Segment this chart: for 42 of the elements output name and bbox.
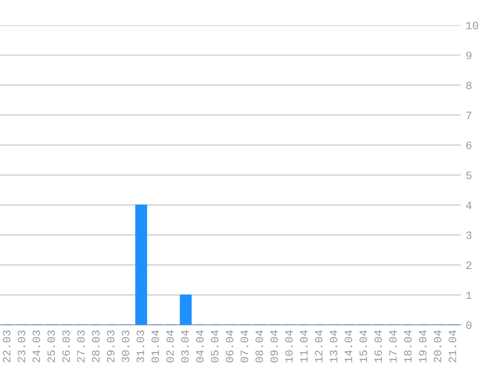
x-tick-label: 05.04 <box>210 330 218 362</box>
x-tick-label: 01.04 <box>151 330 160 362</box>
x-tick-label: 22.03 <box>2 330 10 362</box>
x-tick-label: 21.04 <box>448 330 456 362</box>
y-tick-label: 1 <box>466 292 472 299</box>
x-tick-label: 29.03 <box>106 330 114 362</box>
x-tick-label: 31.03 <box>136 330 144 362</box>
x-tick-label: 13.04 <box>330 330 338 362</box>
x-tick-label: 27.03 <box>77 330 85 362</box>
y-tick-label: 0 <box>466 321 472 329</box>
x-tick-label: 24.03 <box>32 330 40 362</box>
x-tick-label: 08.04 <box>255 330 264 362</box>
y-tick-label: 6 <box>466 142 472 150</box>
y-tick-label: 8 <box>466 82 472 90</box>
x-tick-label: 11.04 <box>300 330 308 362</box>
x-tick-label: 06.04 <box>226 330 234 362</box>
x-tick-label: 09.04 <box>270 330 278 362</box>
y-tick-label: 10 <box>466 22 478 30</box>
x-tick-label: 12.04 <box>314 330 322 362</box>
x-tick-label: 20.04 <box>434 330 442 362</box>
y-tick-label: 3 <box>466 232 472 240</box>
x-tick-label: 07.04 <box>240 330 248 362</box>
x-tick-label: 23.03 <box>18 330 26 362</box>
x-tick-label: 02.04 <box>166 330 174 362</box>
y-tick-label: 7 <box>466 112 472 120</box>
x-tick-label: 18.04 <box>404 330 412 362</box>
x-tick-label: 30.03 <box>122 330 130 362</box>
y-tick-label: 9 <box>466 52 472 60</box>
x-tick-label: 26.03 <box>62 330 70 362</box>
x-tick-label: 16.04 <box>374 330 382 362</box>
x-tick-label: 15.04 <box>360 330 368 362</box>
y-tick-label: 2 <box>466 262 472 269</box>
x-tick-label: 14.04 <box>344 330 352 362</box>
x-tick-label: 04.04 <box>196 330 204 362</box>
x-tick-label: 28.03 <box>92 330 100 362</box>
x-tick-label: 25.03 <box>47 330 55 362</box>
y-tick-label: 4 <box>466 202 472 210</box>
x-tick-label: 10.04 <box>285 330 293 362</box>
y-tick-label: 5 <box>466 172 472 180</box>
x-tick-label: 03.04 <box>181 330 189 362</box>
x-tick-label: 19.04 <box>418 330 426 362</box>
x-tick-label: 17.04 <box>389 330 397 362</box>
